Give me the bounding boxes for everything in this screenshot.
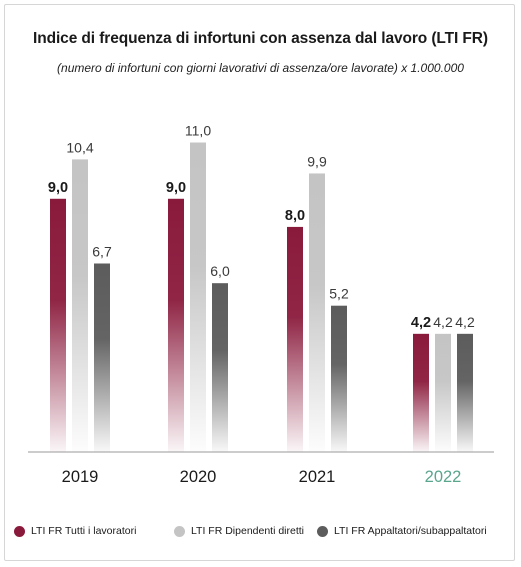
legend-swatch-tutti-lavoratori <box>14 525 25 537</box>
x-tick-label-2022: 2022 <box>425 468 462 486</box>
bar-lti-fr-dipendenti-diretti-2021 <box>309 173 325 452</box>
legend-label-tutti-lavoratori: LTI FR Tutti i lavoratori <box>31 525 137 537</box>
bar-lti-fr-appaltatori-subappaltatori-2020 <box>212 283 228 452</box>
legend-item-tutti-lavoratori: LTI FR Tutti i lavoratori <box>14 525 136 537</box>
data-label-lti-fr-tutti-i-lavoratori-2021: 8,0 <box>285 208 305 224</box>
bar-lti-fr-appaltatori-subappaltatori-2022 <box>457 333 473 452</box>
bar-lti-fr-dipendenti-diretti-2019 <box>72 159 88 452</box>
legend-label-dipendenti-diretti: LTI FR Dipendenti diretti <box>191 525 305 537</box>
x-tick-label-2021: 2021 <box>299 468 336 486</box>
bar-lti-fr-tutti-i-lavoratori-2019 <box>50 198 66 452</box>
legend-label-appaltatori: LTI FR Appaltatori/subappaltatori <box>334 525 487 537</box>
bar-lti-fr-tutti-i-lavoratori-2021 <box>287 226 303 452</box>
legend-item-dipendenti-diretti: LTI FR Dipendenti diretti <box>174 525 304 537</box>
legend-swatch-appaltatori <box>317 525 328 537</box>
data-label-lti-fr-tutti-i-lavoratori-2020: 9,0 <box>166 180 186 196</box>
data-label-lti-fr-tutti-i-lavoratori-2019: 9,0 <box>48 180 68 196</box>
bar-lti-fr-appaltatori-subappaltatori-2021 <box>331 305 347 452</box>
x-tick-label-2020: 2020 <box>180 468 217 486</box>
data-label-lti-fr-dipendenti-diretti-2022: 4,2 <box>433 314 453 330</box>
bar-lti-fr-appaltatori-subappaltatori-2019 <box>94 263 110 452</box>
data-label-lti-fr-tutti-i-lavoratori-2022: 4,2 <box>411 315 431 331</box>
legend-item-appaltatori: LTI FR Appaltatori/subappaltatori <box>317 525 487 537</box>
data-label-lti-fr-appaltatori-subappaltatori-2019: 6,7 <box>92 243 112 259</box>
bar-lti-fr-dipendenti-diretti-2022 <box>435 333 451 452</box>
legend-swatch-dipendenti-diretti <box>174 525 185 537</box>
bar-lti-fr-tutti-i-lavoratori-2020 <box>168 198 184 452</box>
x-tick-label-2019: 2019 <box>62 468 99 486</box>
data-label-lti-fr-appaltatori-subappaltatori-2022: 4,2 <box>455 314 475 330</box>
data-label-lti-fr-dipendenti-diretti-2020: 11,0 <box>185 123 211 139</box>
data-label-lti-fr-dipendenti-diretti-2019: 10,4 <box>66 139 93 155</box>
chart-frame <box>4 4 515 561</box>
bar-lti-fr-dipendenti-diretti-2020 <box>190 142 206 452</box>
data-label-lti-fr-appaltatori-subappaltatori-2020: 6,0 <box>210 263 230 279</box>
chart-title: Indice di frequenza di infortuni con ass… <box>33 30 488 47</box>
chart-subtitle: (numero di infortuni con giorni lavorati… <box>57 61 464 75</box>
legend: LTI FR Tutti i lavoratori LTI FR Dipende… <box>14 525 515 545</box>
data-label-lti-fr-dipendenti-diretti-2021: 9,9 <box>307 153 327 169</box>
bar-lti-fr-tutti-i-lavoratori-2022 <box>413 333 429 452</box>
data-label-lti-fr-appaltatori-subappaltatori-2021: 5,2 <box>329 286 349 302</box>
